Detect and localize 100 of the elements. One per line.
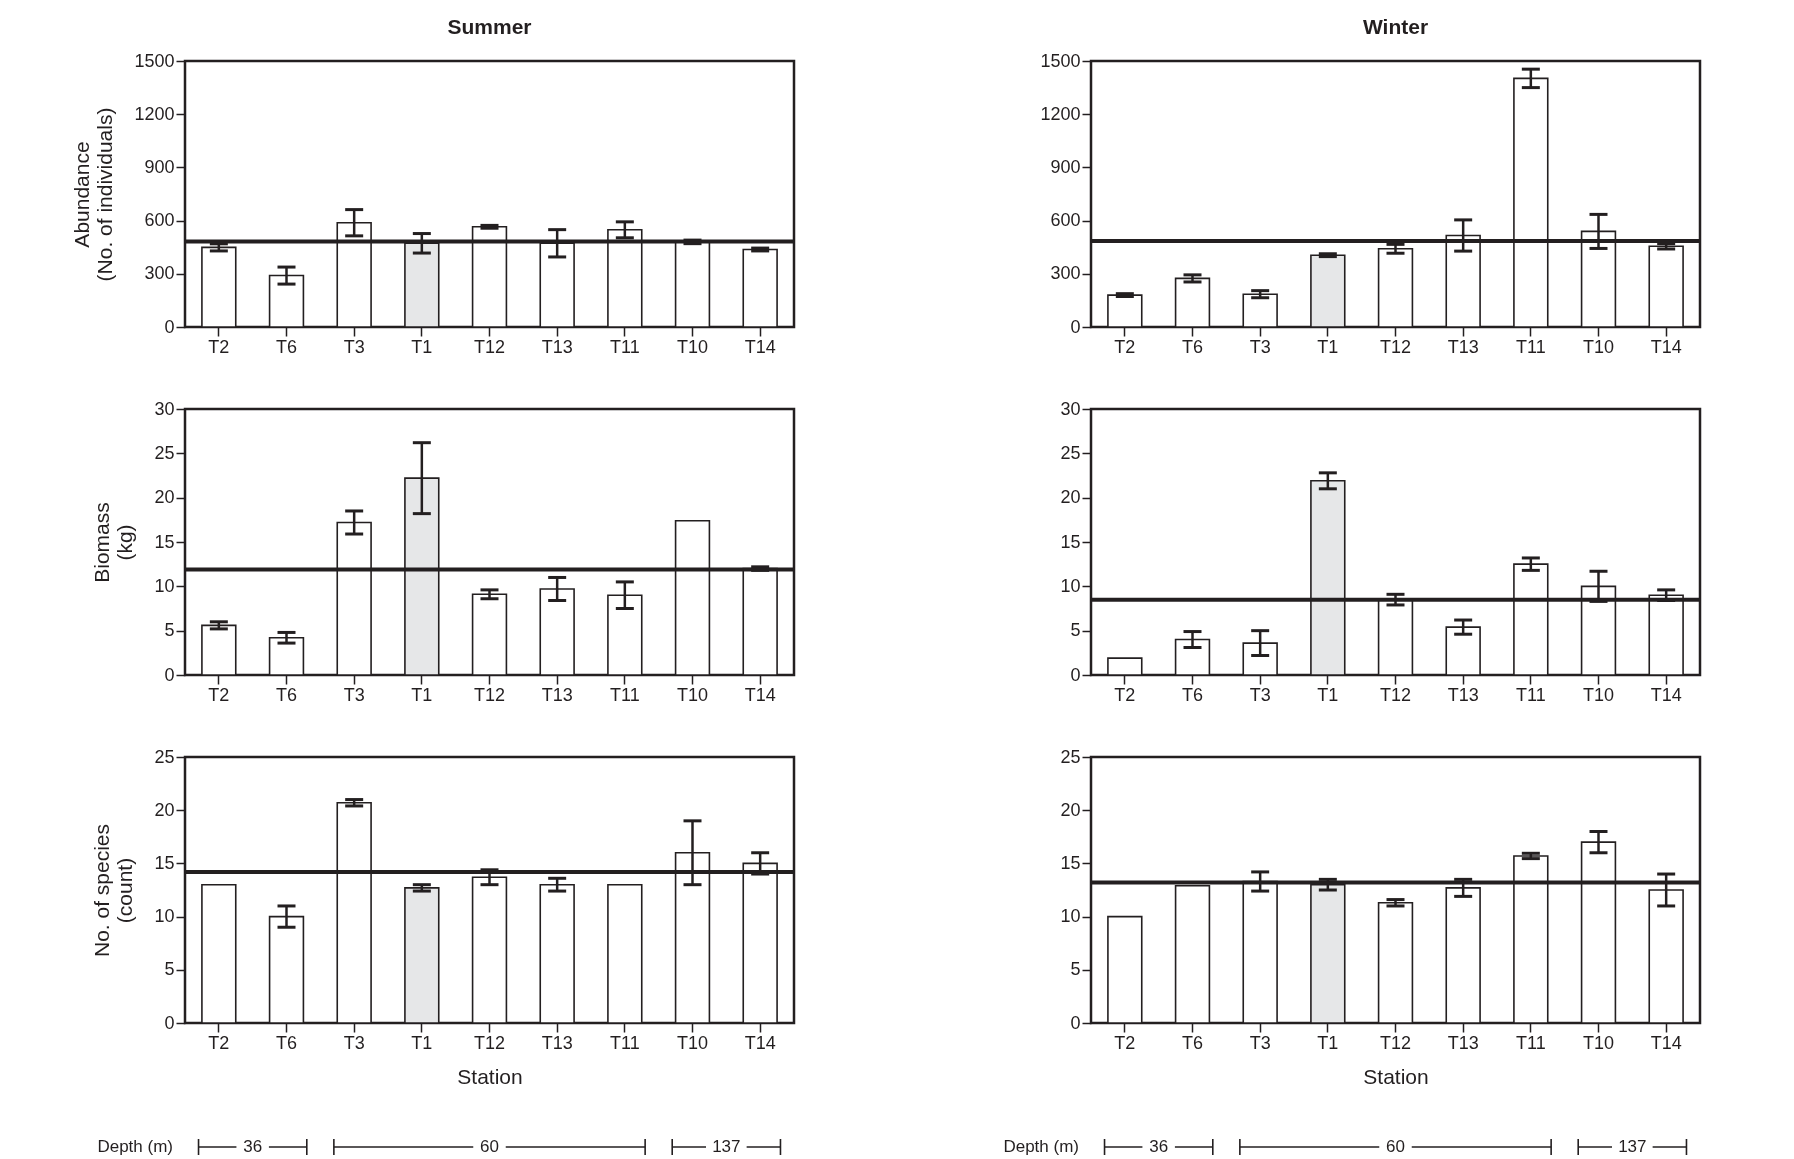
y-axis-title: No. of species (count) [90, 823, 137, 958]
y-tick-label: 0 [1070, 316, 1081, 337]
y-tick-label: 900 [144, 156, 175, 177]
x-tick-label: T3 [343, 336, 365, 357]
x-tick-label: T13 [541, 336, 573, 357]
text: 36 [1149, 1137, 1169, 1156]
text: 36 [243, 1137, 263, 1156]
text: 137 [712, 1137, 741, 1156]
y-tick-label: 0 [1070, 664, 1081, 685]
x-tick-label: T2 [1114, 336, 1136, 357]
x-tick-label: T3 [343, 684, 365, 705]
x-tick-label: T13 [1447, 336, 1479, 357]
y-tick-label: 1500 [134, 50, 175, 71]
x-axis-title: Station [1363, 1064, 1429, 1088]
chart-title: Summer [447, 15, 532, 38]
x-tick-label: T10 [1582, 1032, 1615, 1053]
x-tick-label: T12 [473, 1032, 506, 1053]
y-tick-label: 15 [1060, 531, 1081, 552]
x-tick-label: T14 [744, 1032, 776, 1053]
y-tick-label: 25 [154, 746, 175, 767]
x-tick-label: T14 [1650, 1032, 1682, 1053]
y-tick-label: 20 [154, 799, 175, 820]
x-tick-label: T2 [1114, 684, 1136, 705]
y-tick-label: 15 [154, 852, 175, 873]
x-tick-label: T10 [676, 336, 709, 357]
x-tick-label: T1 [1317, 684, 1339, 705]
x-tick-label: T1 [411, 336, 433, 357]
y-tick-label: 30 [1060, 398, 1081, 419]
x-tick-label: T1 [411, 684, 433, 705]
x-tick-label: T6 [275, 336, 298, 357]
x-tick-label: T14 [744, 336, 776, 357]
x-tick-label: T3 [1249, 336, 1271, 357]
x-tick-label: T12 [473, 336, 506, 357]
y-tick-label: 20 [1060, 799, 1081, 820]
y-tick-label: 1200 [134, 103, 175, 124]
y-tick-label: 10 [1060, 575, 1081, 596]
x-tick-label: T3 [343, 1032, 365, 1053]
x-tick-label: T3 [1249, 684, 1271, 705]
y-axis-title: Biomass (kg) [90, 502, 137, 583]
x-tick-label: T3 [1249, 1032, 1271, 1053]
y-tick-label: 300 [1050, 263, 1081, 284]
x-tick-label: T12 [1379, 1032, 1412, 1053]
x-tick-label: T6 [1181, 684, 1204, 705]
y-tick-label: 15 [1060, 852, 1081, 873]
y-tick-label: 10 [1060, 906, 1081, 927]
text: 60 [1386, 1137, 1405, 1156]
x-tick-label: T1 [1317, 336, 1339, 357]
x-tick-label: T14 [1650, 336, 1682, 357]
x-tick-label: T11 [609, 1032, 640, 1053]
x-tick-label: T1 [1317, 1032, 1339, 1053]
y-axis-title: Abundance (No. of individuals) [70, 107, 117, 282]
y-tick-label: 20 [154, 487, 175, 508]
x-tick-label: T1 [411, 1032, 433, 1053]
y-tick-label: 25 [154, 442, 175, 463]
y-tick-label: 20 [1060, 487, 1081, 508]
y-tick-label: 0 [1070, 1012, 1081, 1033]
x-tick-label: T11 [609, 336, 640, 357]
x-axis-title: Station [457, 1064, 523, 1088]
y-tick-label: 25 [1060, 746, 1081, 767]
x-tick-label: T11 [1515, 336, 1546, 357]
x-tick-label: T2 [1114, 1032, 1136, 1053]
y-tick-label: 0 [164, 664, 175, 685]
y-tick-label: 0 [164, 1012, 175, 1033]
x-tick-label: T14 [1650, 684, 1682, 705]
y-tick-label: 1500 [1040, 50, 1081, 71]
x-tick-label: T6 [275, 1032, 298, 1053]
y-tick-label: 600 [144, 210, 175, 231]
y-tick-label: 30 [154, 398, 175, 419]
y-tick-label: 5 [1070, 959, 1081, 980]
x-tick-label: T10 [1582, 684, 1615, 705]
y-tick-label: 5 [1070, 620, 1081, 641]
y-tick-label: 25 [1060, 442, 1081, 463]
y-tick-label: 10 [154, 906, 175, 927]
text: 137 [1618, 1137, 1647, 1156]
x-tick-label: T6 [1181, 1032, 1204, 1053]
x-tick-label: T10 [676, 684, 709, 705]
y-tick-label: 15 [154, 531, 175, 552]
x-tick-label: T11 [1515, 1032, 1546, 1053]
text: 60 [480, 1137, 499, 1156]
y-tick-label: 1200 [1040, 103, 1081, 124]
y-tick-label: 300 [144, 263, 175, 284]
y-tick-label: 10 [154, 575, 175, 596]
x-tick-label: T13 [1447, 684, 1479, 705]
y-tick-label: 0 [164, 316, 175, 337]
x-tick-label: T13 [541, 684, 573, 705]
x-tick-label: T6 [1181, 336, 1204, 357]
x-tick-label: T2 [208, 684, 230, 705]
chart-title: Winter [1362, 15, 1429, 38]
x-tick-label: T11 [1515, 684, 1546, 705]
x-tick-label: T10 [676, 1032, 709, 1053]
x-tick-label: T14 [744, 684, 776, 705]
y-tick-label: 5 [164, 959, 175, 980]
text: Depth (m) [1003, 1137, 1079, 1156]
x-tick-label: T12 [473, 684, 506, 705]
x-tick-label: T12 [1379, 684, 1412, 705]
x-tick-label: T2 [208, 336, 230, 357]
x-tick-label: T10 [1582, 336, 1615, 357]
x-tick-label: T13 [1447, 1032, 1479, 1053]
x-tick-label: T2 [208, 1032, 230, 1053]
x-tick-label: T12 [1379, 336, 1412, 357]
